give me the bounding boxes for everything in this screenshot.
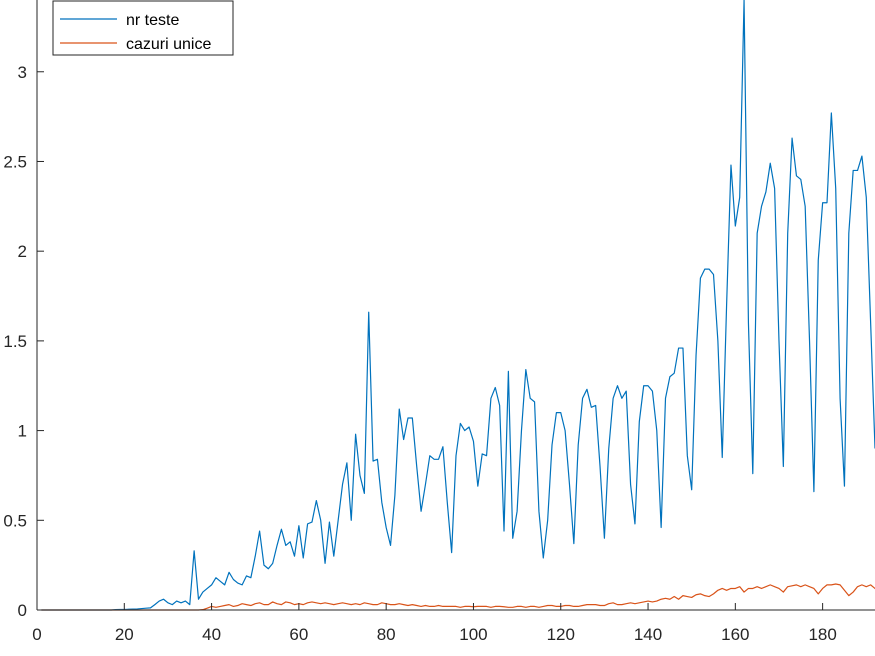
x-tick-label: 40	[202, 625, 221, 644]
legend-box	[52, 0, 234, 56]
series-lines	[41, 0, 875, 611]
series-line-cazuri-unice	[41, 583, 875, 611]
y-tick-label: 0	[18, 601, 27, 620]
y-tick-label: 2.5	[3, 152, 27, 171]
legend-label-cazuri-unice: cazuri unice	[126, 36, 211, 53]
x-tick-label: 160	[721, 625, 749, 644]
y-tick-label: 1	[18, 422, 27, 441]
y-tick-label: 0.5	[3, 511, 27, 530]
legend: nr teste cazuri unice	[52, 0, 234, 56]
x-tick-label: 60	[289, 625, 308, 644]
x-tick-label: 100	[459, 625, 487, 644]
x-tick-label: 180	[808, 625, 836, 644]
y-tick-label: 3	[18, 63, 27, 82]
x-tick-label: 0	[32, 625, 41, 644]
axis-ticks: 0 20 40 60 80 100 120 140 160 180 0 0.5 1 1.5 2 2.5 3	[3, 63, 836, 644]
x-tick-label: 80	[377, 625, 396, 644]
series-line-nr-teste	[41, 0, 875, 611]
y-tick-label: 1.5	[3, 332, 27, 351]
y-tick-label: 2	[18, 242, 27, 261]
x-tick-label: 120	[547, 625, 575, 644]
x-tick-label: 140	[634, 625, 662, 644]
x-tick-label: 20	[115, 625, 134, 644]
legend-label-nr-teste: nr teste	[126, 12, 179, 29]
